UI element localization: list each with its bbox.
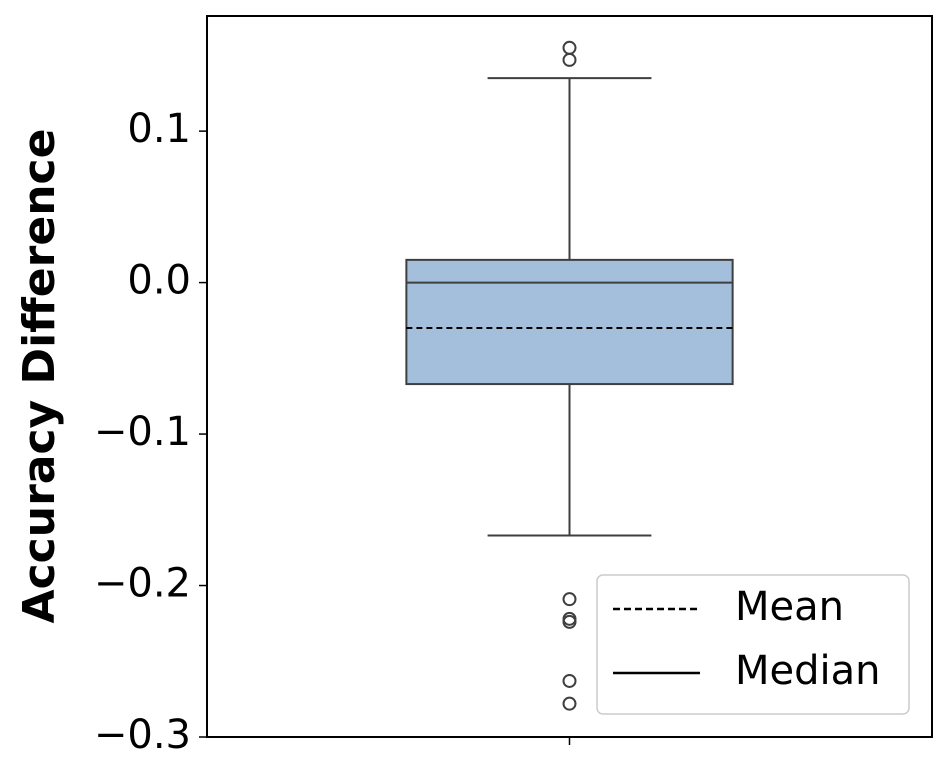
legend-label: Median	[735, 648, 881, 694]
y-tick-label: 0.0	[127, 258, 191, 304]
outlier	[562, 696, 577, 711]
y-axis-label: Accuracy Difference	[14, 129, 65, 624]
plot-frame	[206, 15, 933, 738]
y-tick-label: −0.2	[94, 561, 191, 607]
y-tick-label: −0.3	[94, 712, 191, 758]
outlier	[562, 40, 577, 55]
legend-label: Mean	[735, 584, 844, 630]
outlier	[562, 614, 577, 629]
box	[405, 258, 734, 386]
outlier	[562, 592, 577, 607]
outlier	[562, 52, 577, 67]
outlier	[562, 673, 577, 688]
y-tick-label: 0.1	[127, 106, 191, 152]
y-tick-label: −0.1	[94, 409, 191, 455]
